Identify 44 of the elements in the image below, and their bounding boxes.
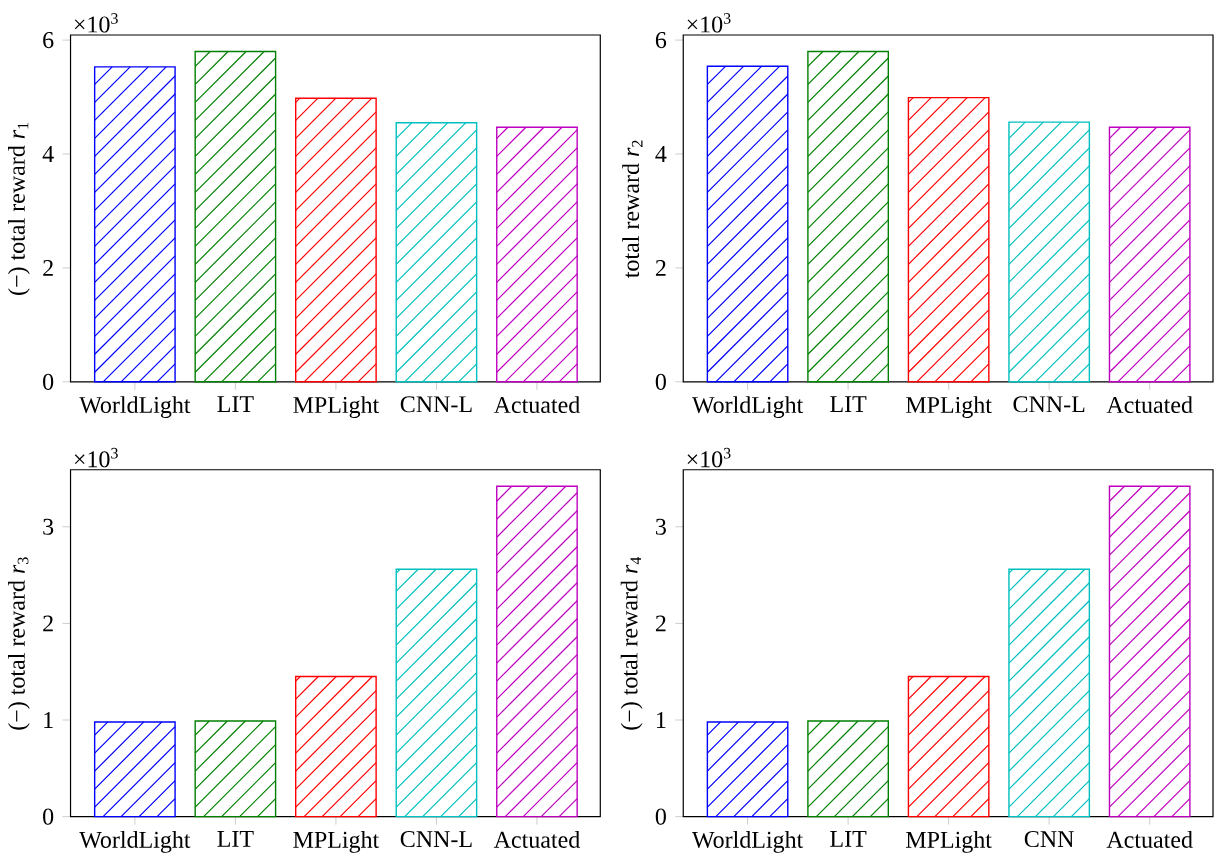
y-tick-label: 1 <box>656 712 666 728</box>
y-axis-title: (−) total reward r$_{3}$ <box>8 557 30 730</box>
text: ×10$^{3}$ <box>687 447 731 468</box>
text: ×10$^{3}$ <box>687 13 731 33</box>
x-tick-label: MPLight <box>293 396 380 419</box>
x-tick-label: WorldLight <box>691 831 804 853</box>
y-tick-label: 0 <box>43 808 54 825</box>
y-axis-title: total reward r$_{2}$ <box>622 140 643 279</box>
y-tick-label: 0 <box>43 373 54 390</box>
x-tick-label: CNN-L <box>1013 396 1085 413</box>
y-tick-label: 3 <box>43 518 54 535</box>
y-tick-label: 4 <box>42 146 54 162</box>
y-tick-label: 4 <box>655 146 667 162</box>
text: ×10$^{3}$ <box>74 13 118 33</box>
y-tick-label: 6 <box>43 32 54 49</box>
x-tick-label: WorldLight <box>79 831 191 853</box>
y-axis-title: (−) total reward r$_{1}$ <box>8 122 30 295</box>
y-tick-label: 2 <box>655 615 666 632</box>
y-tick-label: 0 <box>655 373 666 390</box>
x-tick-label: MPLight <box>906 396 992 419</box>
x-tick-label: WorldLight <box>79 396 191 419</box>
x-tick-label: CNN-L <box>400 831 472 848</box>
x-tick-label: LIT <box>830 396 867 412</box>
x-tick-label: MPLight <box>906 831 992 853</box>
text: ×10$^{3}$ <box>74 447 118 468</box>
x-tick-label: LIT <box>217 396 254 412</box>
x-tick-label: Actuated <box>1106 396 1193 414</box>
x-tick-label: CNN <box>1024 831 1074 848</box>
x-tick-label: MPLight <box>293 831 380 853</box>
x-tick-label: Actuated <box>493 396 580 414</box>
y-tick-label: 3 <box>656 518 666 535</box>
x-tick-label: Actuated <box>1106 831 1193 848</box>
y-tick-label: 0 <box>655 808 666 825</box>
y-tick-label: 1 <box>44 712 53 728</box>
x-tick-label: CNN-L <box>400 396 472 413</box>
y-tick-label: 2 <box>43 260 53 276</box>
y-tick-label: 2 <box>655 260 666 276</box>
y-tick-label: 6 <box>655 32 667 49</box>
x-tick-label: Actuated <box>493 831 580 848</box>
y-tick-label: 2 <box>43 615 53 632</box>
x-tick-label: WorldLight <box>691 396 804 419</box>
x-tick-label: LIT <box>830 831 867 847</box>
y-axis-title: (−) total reward r$_{4}$ <box>620 556 643 730</box>
x-tick-label: LIT <box>217 831 254 847</box>
